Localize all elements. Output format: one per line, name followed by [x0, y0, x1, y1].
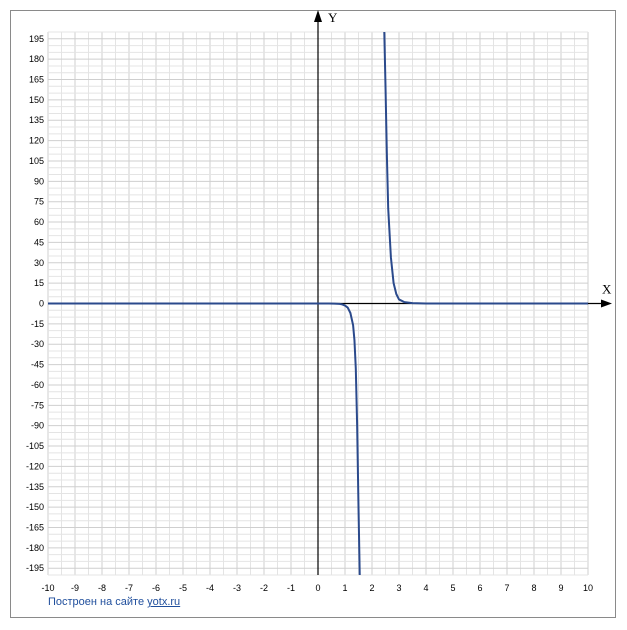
y-tick-label: 30: [34, 258, 44, 268]
y-tick-label: 135: [29, 115, 44, 125]
credit-link[interactable]: yotx.ru: [147, 596, 181, 608]
y-tick-label: -150: [26, 502, 44, 512]
y-tick-label: 60: [34, 217, 44, 227]
y-tick-label: -165: [26, 522, 44, 532]
y-tick-label: 90: [34, 176, 44, 186]
x-tick-label: -9: [71, 583, 79, 593]
x-tick-label: 5: [450, 583, 455, 593]
x-tick-label: -7: [125, 583, 133, 593]
x-tick-label: 1: [342, 583, 347, 593]
axes: XY: [48, 10, 612, 575]
x-tick-label: 9: [558, 583, 563, 593]
series-line: [48, 302, 361, 575]
y-axis-label: Y: [328, 10, 338, 25]
x-tick-label: -4: [206, 583, 214, 593]
series-layer: [48, 32, 588, 575]
x-axis-label: X: [602, 282, 612, 297]
y-tick-label: 195: [29, 34, 44, 44]
y-tick-label: -30: [31, 339, 44, 349]
x-tick-label: -5: [179, 583, 187, 593]
x-tick-label: -3: [233, 583, 241, 593]
x-tick-label: -8: [98, 583, 106, 593]
y-tick-label: -75: [31, 400, 44, 410]
x-axis-arrow: [601, 299, 612, 308]
credit-prefix: Построен на сайте: [48, 596, 145, 608]
y-tick-label: 75: [34, 197, 44, 207]
chart-frame: [10, 10, 616, 618]
y-tick-label: 45: [34, 237, 44, 247]
x-tick-label: -2: [260, 583, 268, 593]
y-tick-label: -180: [26, 543, 44, 553]
x-tick-label: -6: [152, 583, 160, 593]
y-tick-label: -60: [31, 380, 44, 390]
y-tick-label: 120: [29, 136, 44, 146]
x-tick-label: 3: [396, 583, 401, 593]
tick-labels: -10 -9 -8 -7 -6 -5 -4 -3 -2 -1 0 1 2 3 4 5 6 7 8 9 101951801…: [26, 34, 593, 593]
x-tick-label: 7: [504, 583, 509, 593]
series-line: [383, 32, 588, 305]
y-tick-label: -45: [31, 360, 44, 370]
y-tick-label: 15: [34, 278, 44, 288]
y-tick-label: -135: [26, 482, 44, 492]
x-tick-label: 8: [531, 583, 536, 593]
y-tick-label: -90: [31, 421, 44, 431]
y-tick-label: -105: [26, 441, 44, 451]
x-tick-label: 2: [369, 583, 374, 593]
credit-line: Построен на сайте yotx.ru: [48, 596, 180, 608]
x-tick-label: 6: [477, 583, 482, 593]
x-tick-label: -1: [287, 583, 295, 593]
y-tick-label: 180: [29, 54, 44, 64]
x-tick-label: 4: [423, 583, 428, 593]
x-tick-label: 10: [583, 583, 593, 593]
y-tick-label: -15: [31, 319, 44, 329]
y-tick-label: 150: [29, 95, 44, 105]
y-tick-label: -120: [26, 461, 44, 471]
y-axis-arrow: [314, 10, 322, 22]
x-tick-label: 0: [315, 583, 320, 593]
y-tick-label: 0: [39, 299, 44, 309]
y-tick-label: 105: [29, 156, 44, 166]
y-tick-label: -195: [26, 563, 44, 573]
x-tick-label: -10: [41, 583, 54, 593]
y-tick-label: 165: [29, 75, 44, 85]
